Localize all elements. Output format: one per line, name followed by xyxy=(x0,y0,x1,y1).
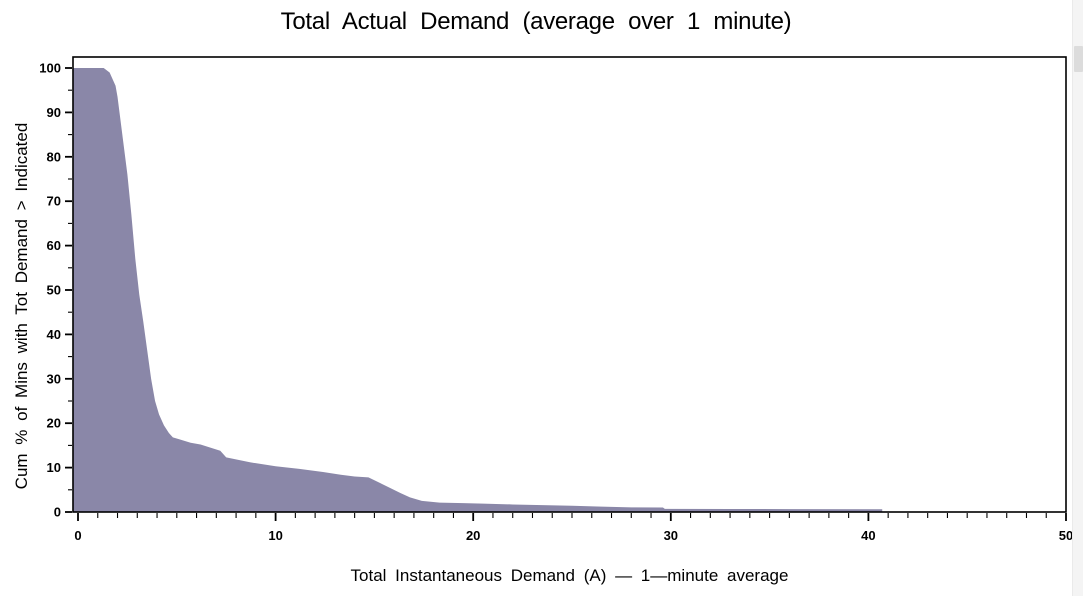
x-tick-label: 40 xyxy=(861,528,875,543)
y-tick-label: 40 xyxy=(47,327,61,342)
area-fill-layer xyxy=(73,68,883,512)
y-tick-label: 20 xyxy=(47,416,61,431)
demand-area-fill xyxy=(73,68,883,512)
y-tick-label: 70 xyxy=(47,194,61,209)
y-tick-label: 60 xyxy=(47,238,61,253)
x-tick-label: 50 xyxy=(1059,528,1073,543)
y-tick-label: 10 xyxy=(47,460,61,475)
scrollbar-thumb[interactable] xyxy=(1074,46,1083,72)
axis-tick-layer xyxy=(65,67,1067,521)
y-tick-label: 80 xyxy=(47,149,61,164)
y-tick-label: 0 xyxy=(54,505,61,520)
x-axis-title: Total Instantaneous Demand (A) — 1—minut… xyxy=(350,566,789,585)
x-tick-label: 10 xyxy=(268,528,282,543)
x-tick-label: 0 xyxy=(74,528,81,543)
y-tick-label: 50 xyxy=(47,283,61,298)
y-tick-label: 100 xyxy=(39,61,61,76)
y-tick-label: 30 xyxy=(47,371,61,386)
plot-frame xyxy=(72,56,1067,513)
vertical-scrollbar[interactable] xyxy=(1072,0,1083,596)
y-tick-label: 90 xyxy=(47,105,61,120)
chart-title: Total Actual Demand (average over 1 minu… xyxy=(280,8,792,35)
x-tick-label: 30 xyxy=(664,528,678,543)
axis-tick-label-layer: 0 10 20 30 40 50 0 10 20 30 40 50 60 70 80 90 100 xyxy=(39,61,1073,544)
x-tick-label: 20 xyxy=(466,528,480,543)
